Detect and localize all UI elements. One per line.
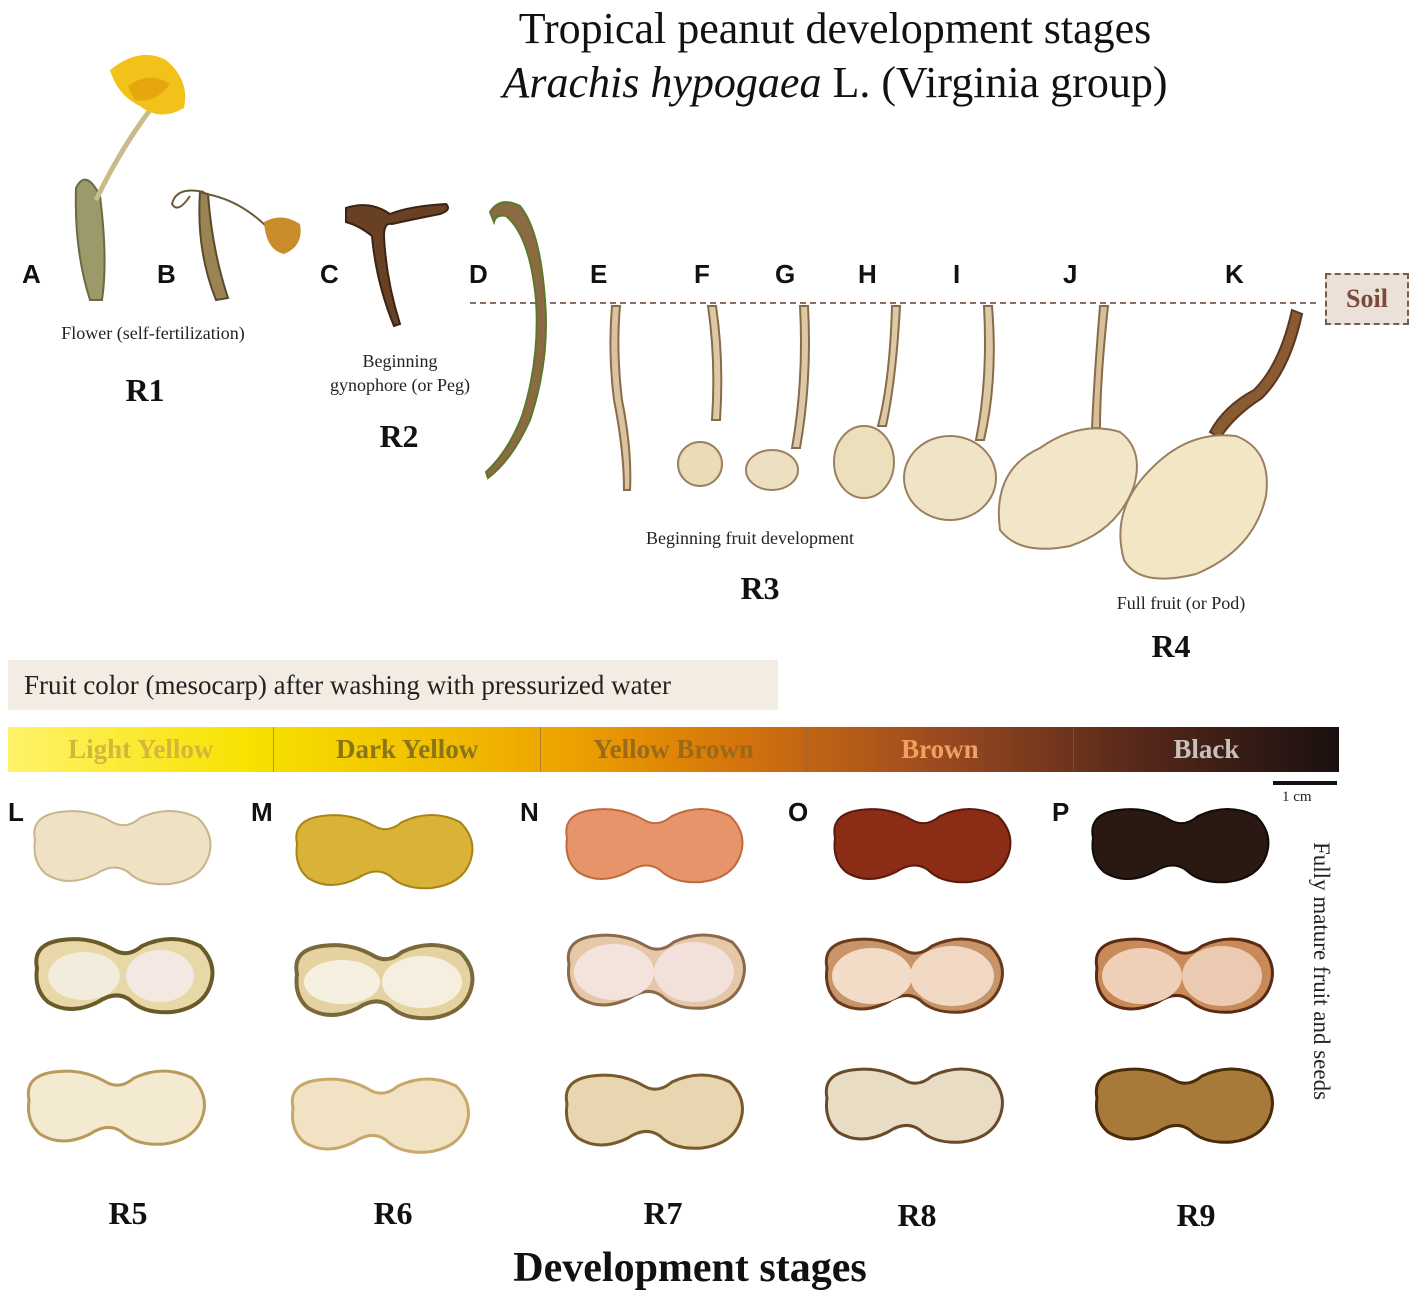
panel-letter-d: D [469,259,488,289]
caption-fruit-development: Beginning fruit development [646,528,854,548]
pod-illustration-g [745,305,810,491]
shell-view-m [290,1077,470,1154]
scale-bar [1273,781,1337,785]
stage-label-r3: R3 [740,570,780,606]
panel-letter-k: K [1225,259,1244,289]
color-class-dark-yellow: Dark Yellow [274,727,541,772]
gynophore-illustration-d [484,201,547,480]
caption-peg-line2: gynophore (or Peg) [330,375,470,395]
seed-view-m [294,943,475,1021]
pod-m [295,814,474,890]
side-label-mature: Fully mature fruit and seeds [1309,842,1334,1101]
stage-label-r7: R7 [643,1195,683,1231]
caption-peg-line1: Beginning [362,351,438,371]
stage-label-r4: R4 [1151,628,1191,664]
color-class-light-yellow: Light Yellow [8,727,275,772]
development-stages-title: Development stages [513,1245,867,1291]
shell-view-n [564,1073,744,1150]
panel-letter-b: B [157,259,176,289]
stage-label-r9: R9 [1176,1197,1216,1233]
pod-n [565,808,744,884]
pod-illustration-f [677,305,723,487]
reproductive-stages-illustration [74,54,1304,580]
panel-letter-o: O [788,797,809,827]
panel-letter-i: I [953,259,961,289]
panel-letter-p: P [1052,797,1070,827]
seed-view-l [34,937,215,1015]
pod-illustration-i [903,305,997,521]
shell-view-p [1094,1067,1274,1144]
shell-view-l [26,1069,206,1146]
pod-illustration-k [1119,308,1304,580]
panel-letter-c: C [320,259,339,289]
panel-letter-g: G [775,259,796,289]
gynophore-illustration-c [345,202,449,328]
color-class-yellow-brown: Yellow Brown [541,727,808,772]
species-authority: L. (Virginia group) [821,58,1168,107]
pod-o [833,808,1012,884]
panel-letter-j: J [1063,259,1078,289]
flower-illustration-a [74,54,186,301]
soil-surface-line [470,302,1316,304]
seed-view-o [824,937,1004,1014]
panel-letter-f: F [694,259,710,289]
figure-subtitle: Arachis hypogaea L. (Virginia group) [420,56,1250,110]
panel-letter-e: E [590,259,608,289]
stage-label-r5: R5 [108,1195,148,1231]
color-class-black: Black [1173,734,1240,764]
flower-illustration-b [170,189,301,302]
shell-view-o [824,1067,1004,1144]
stage-label-r6: R6 [373,1195,413,1231]
caption-full-fruit: Full fruit (or Pod) [1116,593,1246,613]
stage-label-r1: R1 [125,372,165,408]
soil-label: Soil [1325,273,1409,325]
seed-view-p [1094,937,1274,1014]
pod-l [33,810,212,886]
color-class-brown: Brown [807,727,1074,772]
stage-label-r2: R2 [379,418,419,454]
species-name: Arachis hypogaea [502,58,822,107]
pod-illustration-j [997,305,1138,550]
panel-letter-m: M [251,797,273,827]
seed-view-n [566,933,746,1010]
panel-letter-a: A [22,259,41,289]
panel-letter-l: L [8,797,24,827]
scale-bar-label: 1 cm [1282,789,1312,805]
stage-label-r8: R8 [897,1197,937,1233]
panel-letter-h: H [858,259,877,289]
pod-p [1091,808,1270,884]
mesocarp-color-scale: Light Yellow Dark Yellow Yellow Brown Br… [8,727,1339,772]
figure-title: Tropical peanut development stages [518,4,1152,53]
peg-illustration-e [609,305,632,491]
caption-flower: Flower (self-fertilization) [61,323,245,343]
mature-pods-illustration [26,808,1274,1154]
mesocarp-color-header: Fruit color (mesocarp) after washing wit… [8,660,778,710]
pod-illustration-h [833,305,902,499]
panel-letter-n: N [520,797,539,827]
